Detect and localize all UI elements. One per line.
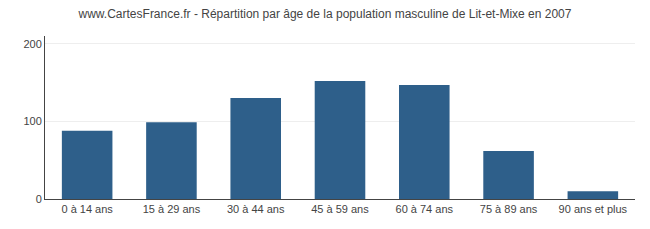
svg-text:0: 0 — [36, 193, 42, 205]
svg-text:www.CartesFrance.fr - Répartit: www.CartesFrance.fr - Répartition par âg… — [78, 7, 572, 21]
svg-text:90 ans et plus: 90 ans et plus — [559, 203, 628, 215]
svg-text:15 à 29 ans: 15 à 29 ans — [143, 203, 201, 215]
svg-text:30 à 44 ans: 30 à 44 ans — [227, 203, 285, 215]
svg-text:60 à 74 ans: 60 à 74 ans — [396, 203, 454, 215]
svg-text:75 à 89 ans: 75 à 89 ans — [480, 203, 538, 215]
svg-text:100: 100 — [23, 115, 41, 127]
svg-text:0 à 14 ans: 0 à 14 ans — [61, 203, 113, 215]
svg-text:45 à 59 ans: 45 à 59 ans — [311, 203, 369, 215]
svg-text:200: 200 — [23, 38, 41, 50]
